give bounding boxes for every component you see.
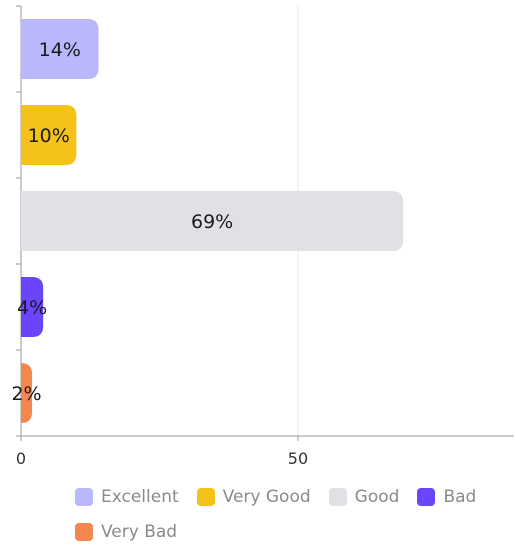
bar-bad: [21, 277, 44, 337]
legend-swatch: [75, 488, 93, 506]
legend-label: Excellent: [101, 487, 179, 507]
legend-swatch: [196, 488, 215, 506]
legend-swatch: [417, 488, 436, 506]
bar-very-good: [21, 105, 77, 165]
legend-item-very-good[interactable]: Very Good: [196, 484, 311, 510]
legend-label: Bad: [443, 487, 477, 507]
data-label-very-good: 10%: [28, 125, 70, 147]
data-label-excellent: 14%: [39, 39, 81, 61]
chart-legend: Excellent Very Good Good Bad Very Bad: [75, 484, 495, 545]
data-label-good: 69%: [191, 211, 233, 233]
bar-excellent: [21, 19, 99, 79]
legend-item-excellent[interactable]: Excellent: [75, 484, 179, 510]
x-tick-label-1: 50: [288, 449, 308, 468]
legend-item-good[interactable]: Good: [328, 484, 400, 510]
data-label-bad: 4%: [17, 297, 47, 319]
legend-label: Very Bad: [101, 522, 178, 542]
data-label-very-bad: 2%: [11, 383, 41, 405]
legend-label: Good: [354, 487, 400, 507]
legend-item-bad[interactable]: Bad: [417, 484, 476, 510]
legend-label: Very Good: [222, 487, 311, 507]
legend-swatch: [75, 523, 93, 541]
bar-good: [21, 191, 404, 251]
x-tick-label-0: 0: [16, 449, 26, 468]
legend-item-very-bad[interactable]: Very Bad: [75, 519, 177, 545]
legend-swatch: [328, 488, 347, 506]
bar-very-bad: [21, 363, 33, 423]
